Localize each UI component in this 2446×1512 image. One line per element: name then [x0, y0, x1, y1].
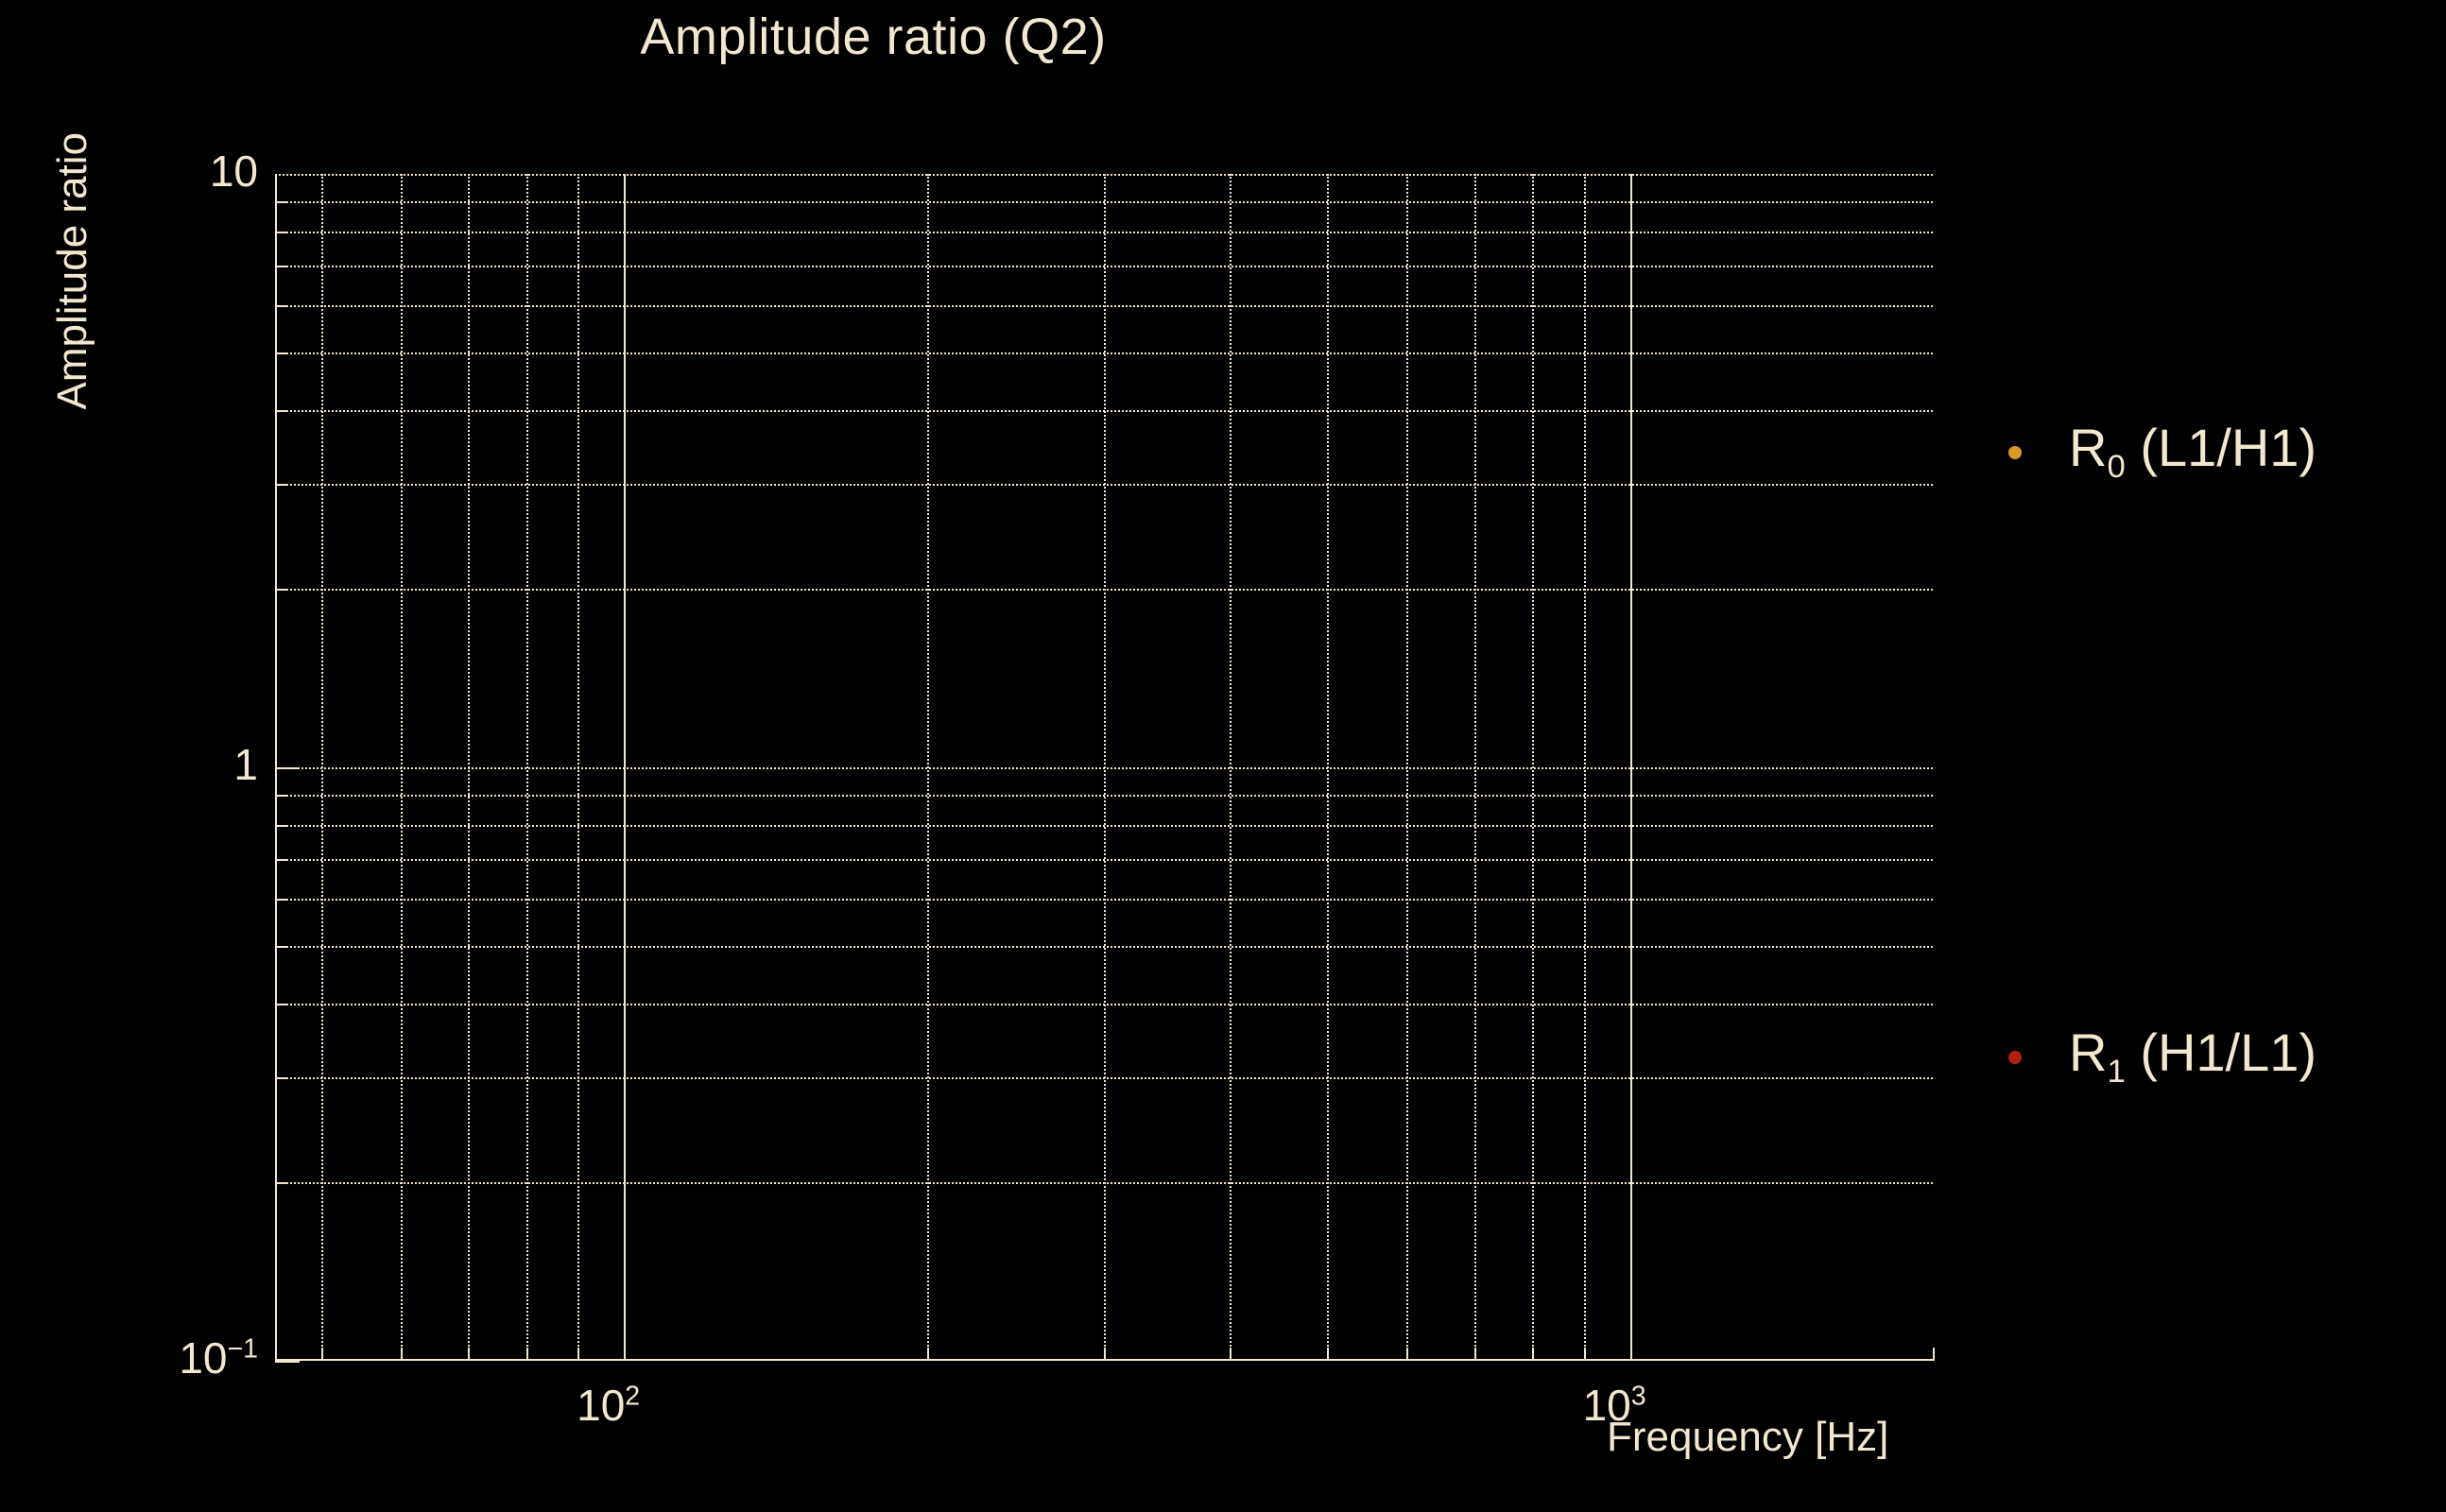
- x-axis-tick: [1229, 1348, 1232, 1361]
- x-axis-line: [275, 1359, 1933, 1361]
- plot-area: [275, 174, 1935, 1363]
- legend-item-label: R1 (H1/L1): [2069, 1022, 2317, 1091]
- y-axis-tick: [275, 231, 288, 233]
- y-axis-tick: [275, 1003, 288, 1005]
- y-axis-tick: [275, 767, 300, 769]
- legend-marker-icon: [2008, 445, 2022, 459]
- gridline-vertical: [468, 174, 471, 1361]
- y-axis-tick: [275, 946, 288, 949]
- gridline-vertical: [1229, 174, 1232, 1361]
- legend-item[interactable]: R1 (H1/L1): [2008, 1026, 2317, 1089]
- y-axis-tick: [275, 588, 288, 591]
- y-axis-tick: [275, 352, 288, 355]
- y-axis-tick: [275, 1181, 288, 1184]
- y-axis-tick: [275, 794, 288, 797]
- x-axis-tick: [320, 1348, 323, 1361]
- y-axis-tick-label: 1: [233, 740, 258, 789]
- gridline-vertical: [525, 174, 528, 1361]
- gridline-vertical: [320, 174, 323, 1361]
- legend-item-label: R0 (L1/H1): [2069, 418, 2317, 486]
- y-axis-tick: [275, 1361, 300, 1363]
- x-axis-tick: [1583, 1348, 1586, 1361]
- x-axis-tick: [1473, 1348, 1476, 1361]
- gridline-vertical: [926, 174, 929, 1361]
- x-axis-tick: [1629, 1336, 1632, 1361]
- x-axis-tick: [1532, 1348, 1535, 1361]
- gridline-vertical: [1532, 174, 1535, 1361]
- gridline-vertical: [1406, 174, 1409, 1361]
- x-axis-tick: [577, 1348, 580, 1361]
- x-axis-tick: [525, 1348, 528, 1361]
- x-axis-tick: [468, 1348, 471, 1361]
- x-axis-tick: [1933, 1348, 1935, 1361]
- y-axis-title: Amplitude ratio: [49, 132, 95, 410]
- x-axis-tick-label: 102: [577, 1381, 641, 1430]
- legend-item[interactable]: R0 (L1/H1): [2008, 421, 2317, 484]
- y-axis-line: [275, 174, 277, 1361]
- gridline-vertical: [577, 174, 580, 1361]
- y-axis-tick: [275, 200, 288, 203]
- legend-marker-icon: [2008, 1050, 2022, 1064]
- gridline-vertical: [400, 174, 403, 1361]
- chart-title-text: Amplitude ratio (Q2): [640, 9, 1107, 65]
- y-axis-tick-label: 10−1: [179, 1333, 258, 1383]
- gridline-vertical: [624, 174, 627, 1361]
- x-axis-tick: [1104, 1348, 1106, 1361]
- y-axis-tick: [275, 1077, 288, 1080]
- y-axis-tick-label: 10: [209, 146, 258, 196]
- chart-title: Amplitude ratio (Q2): [0, 8, 2446, 66]
- x-axis-tick: [1406, 1348, 1409, 1361]
- x-axis-tick: [624, 1336, 627, 1361]
- y-axis-tick: [275, 266, 288, 268]
- y-axis-tick: [275, 824, 288, 827]
- x-axis-tick: [926, 1348, 929, 1361]
- y-axis-tick: [275, 484, 288, 487]
- gridline-vertical: [1473, 174, 1476, 1361]
- y-axis-tick: [275, 305, 288, 308]
- gridline-vertical: [1629, 174, 1632, 1361]
- x-axis-title: Frequency [Hz]: [1607, 1414, 1889, 1460]
- x-axis-tick: [1327, 1348, 1330, 1361]
- gridline-vertical: [1327, 174, 1330, 1361]
- x-axis-tick: [400, 1348, 403, 1361]
- gridline-vertical: [1583, 174, 1586, 1361]
- x-axis-tick-label: 103: [1582, 1381, 1646, 1430]
- y-axis-tick: [275, 859, 288, 862]
- y-axis-tick: [275, 409, 288, 412]
- gridline-vertical: [1104, 174, 1106, 1361]
- y-axis-tick: [275, 899, 288, 902]
